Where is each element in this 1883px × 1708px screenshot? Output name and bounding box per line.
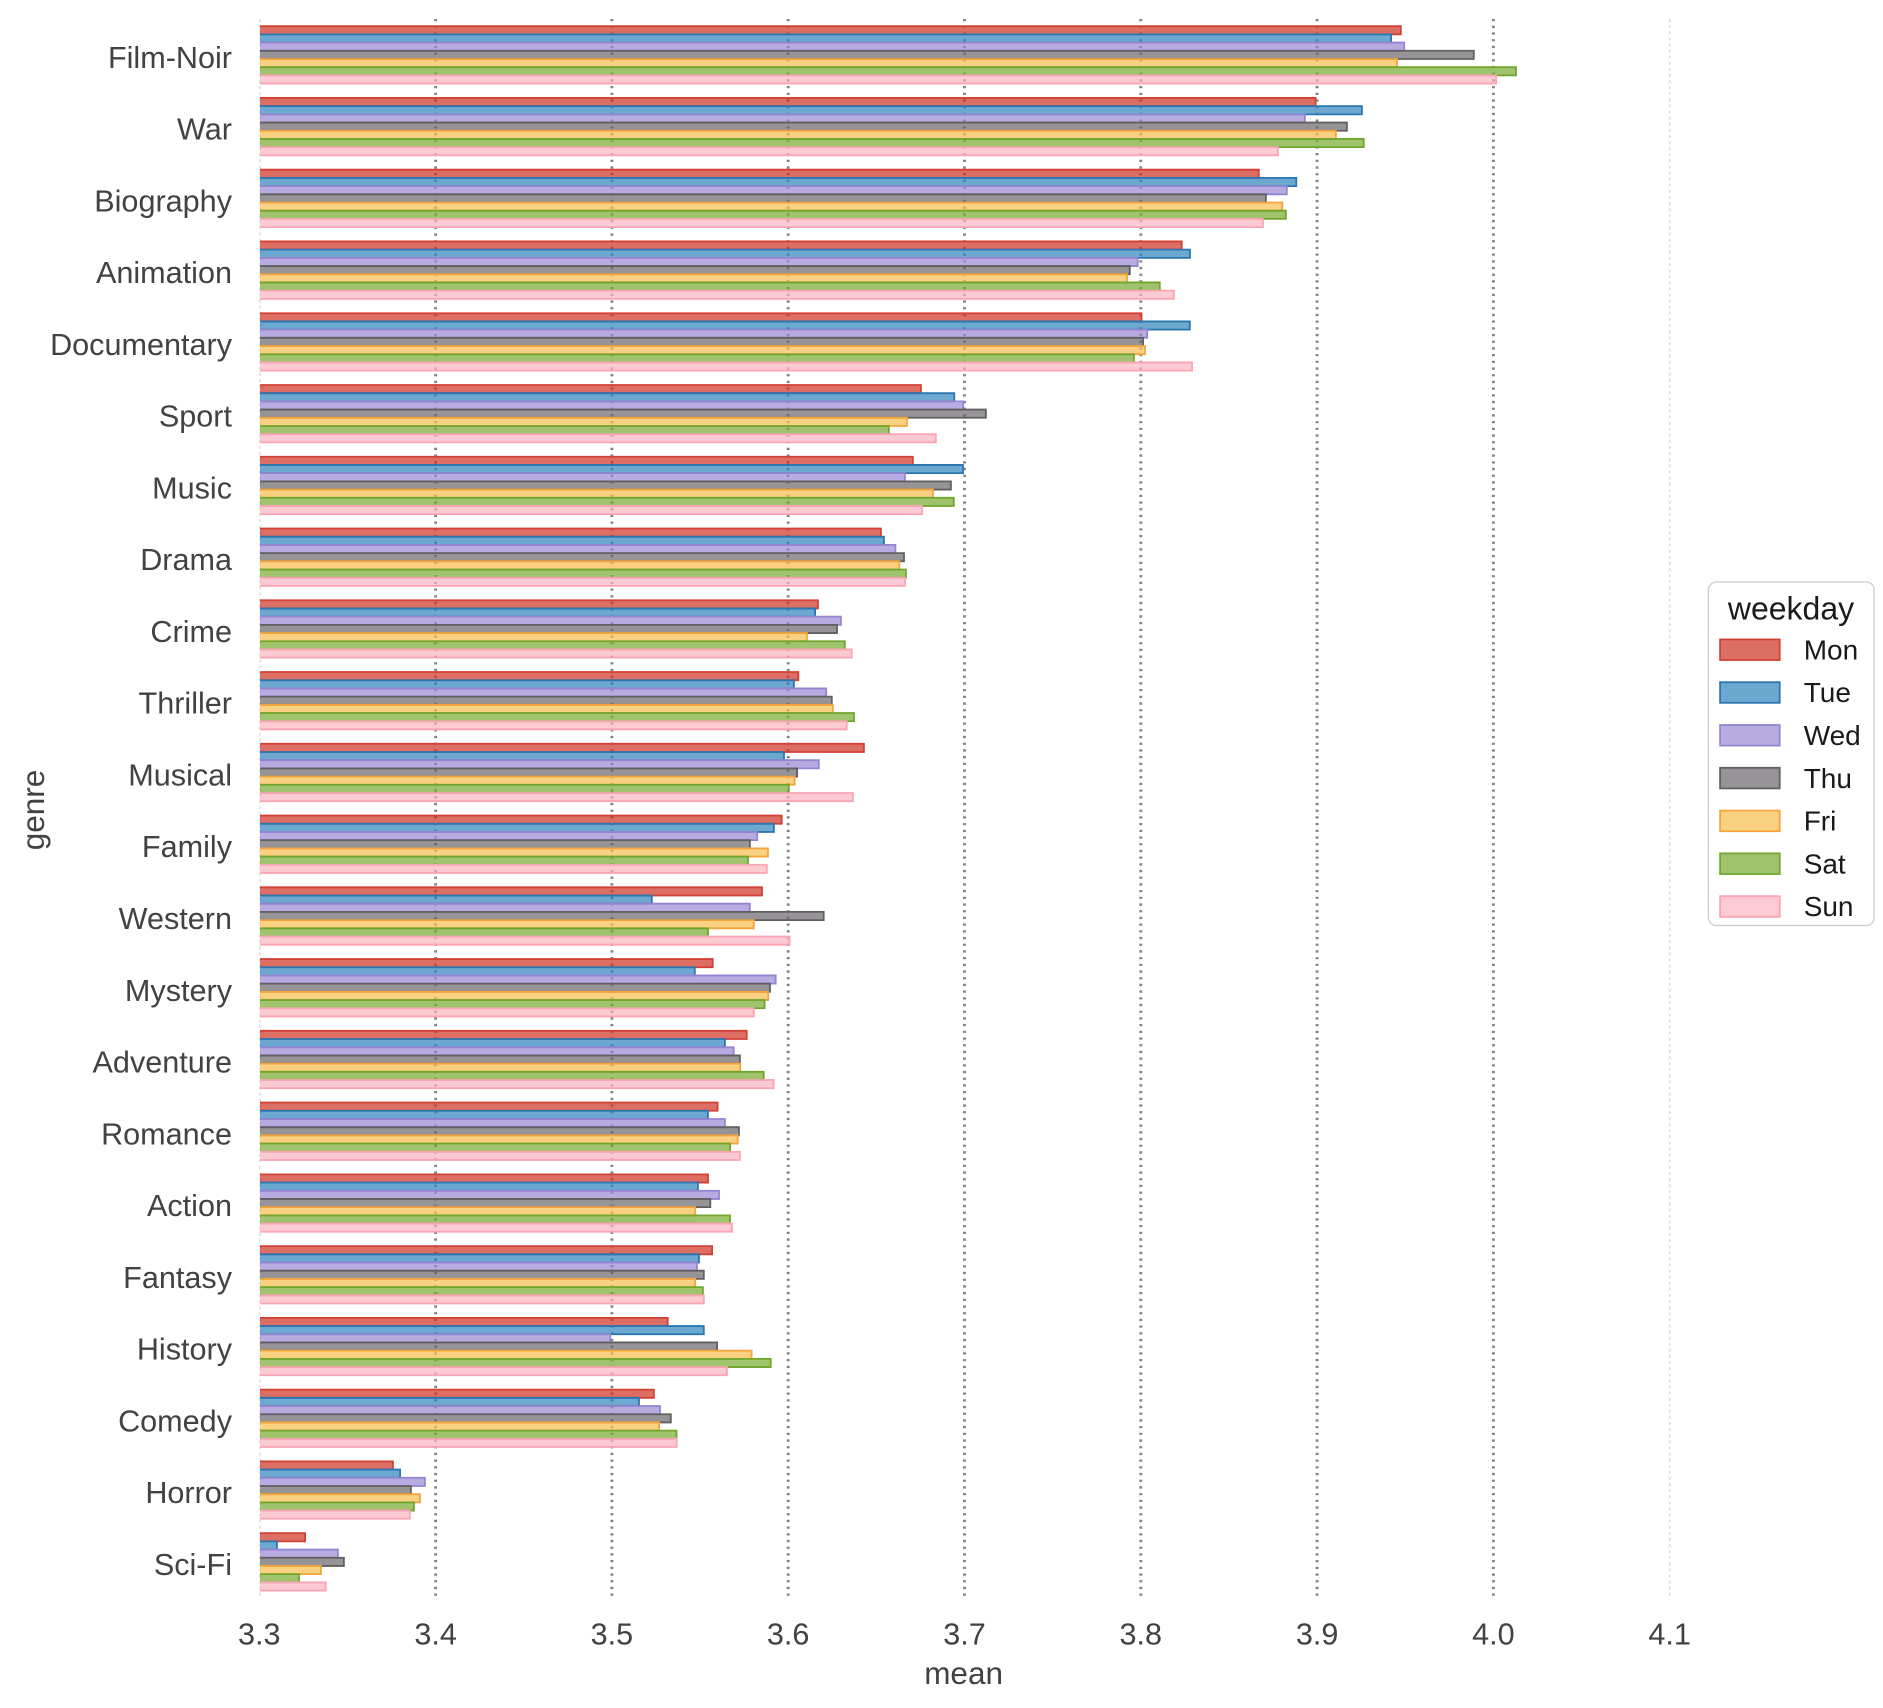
svg-text:Sun: Sun [1804, 891, 1854, 922]
svg-text:4.0: 4.0 [1472, 1618, 1515, 1652]
svg-text:3.4: 3.4 [414, 1618, 457, 1652]
svg-text:Thriller: Thriller [139, 687, 232, 721]
svg-text:3.5: 3.5 [591, 1618, 634, 1652]
svg-text:Sat: Sat [1804, 848, 1846, 879]
svg-text:Wed: Wed [1804, 720, 1861, 751]
svg-text:Fantasy: Fantasy [123, 1261, 233, 1295]
svg-text:Sport: Sport [159, 400, 233, 434]
svg-text:genre: genre [15, 770, 51, 851]
svg-text:Adventure: Adventure [93, 1046, 232, 1080]
svg-text:3.8: 3.8 [1120, 1618, 1163, 1652]
svg-text:Documentary: Documentary [50, 328, 233, 362]
svg-text:3.9: 3.9 [1296, 1618, 1339, 1652]
svg-text:Tue: Tue [1804, 677, 1851, 708]
svg-text:Crime: Crime [150, 615, 232, 649]
svg-text:Biography: Biography [94, 184, 232, 218]
svg-text:weekday: weekday [1727, 591, 1854, 627]
svg-text:Sci-Fi: Sci-Fi [154, 1548, 232, 1582]
svg-text:Mon: Mon [1804, 634, 1858, 665]
svg-text:Western: Western [119, 902, 232, 936]
svg-text:Family: Family [142, 830, 233, 864]
svg-text:History: History [137, 1333, 233, 1367]
svg-text:Fri: Fri [1804, 806, 1837, 837]
svg-text:Music: Music [152, 471, 232, 505]
svg-text:Horror: Horror [145, 1476, 232, 1510]
svg-text:Romance: Romance [101, 1117, 232, 1151]
svg-text:Musical: Musical [128, 759, 232, 793]
svg-text:War: War [177, 113, 232, 147]
svg-text:mean: mean [924, 1655, 1003, 1691]
svg-text:3.6: 3.6 [767, 1618, 810, 1652]
svg-text:Animation: Animation [96, 256, 232, 290]
svg-text:Action: Action [147, 1189, 232, 1223]
svg-text:3.7: 3.7 [943, 1618, 986, 1652]
svg-text:4.1: 4.1 [1648, 1618, 1691, 1652]
svg-text:Comedy: Comedy [118, 1404, 233, 1438]
svg-text:Film-Noir: Film-Noir [108, 41, 232, 75]
svg-text:Thu: Thu [1804, 763, 1852, 794]
svg-text:Drama: Drama [140, 543, 233, 577]
svg-text:Mystery: Mystery [125, 974, 233, 1008]
svg-text:3.3: 3.3 [238, 1618, 281, 1652]
